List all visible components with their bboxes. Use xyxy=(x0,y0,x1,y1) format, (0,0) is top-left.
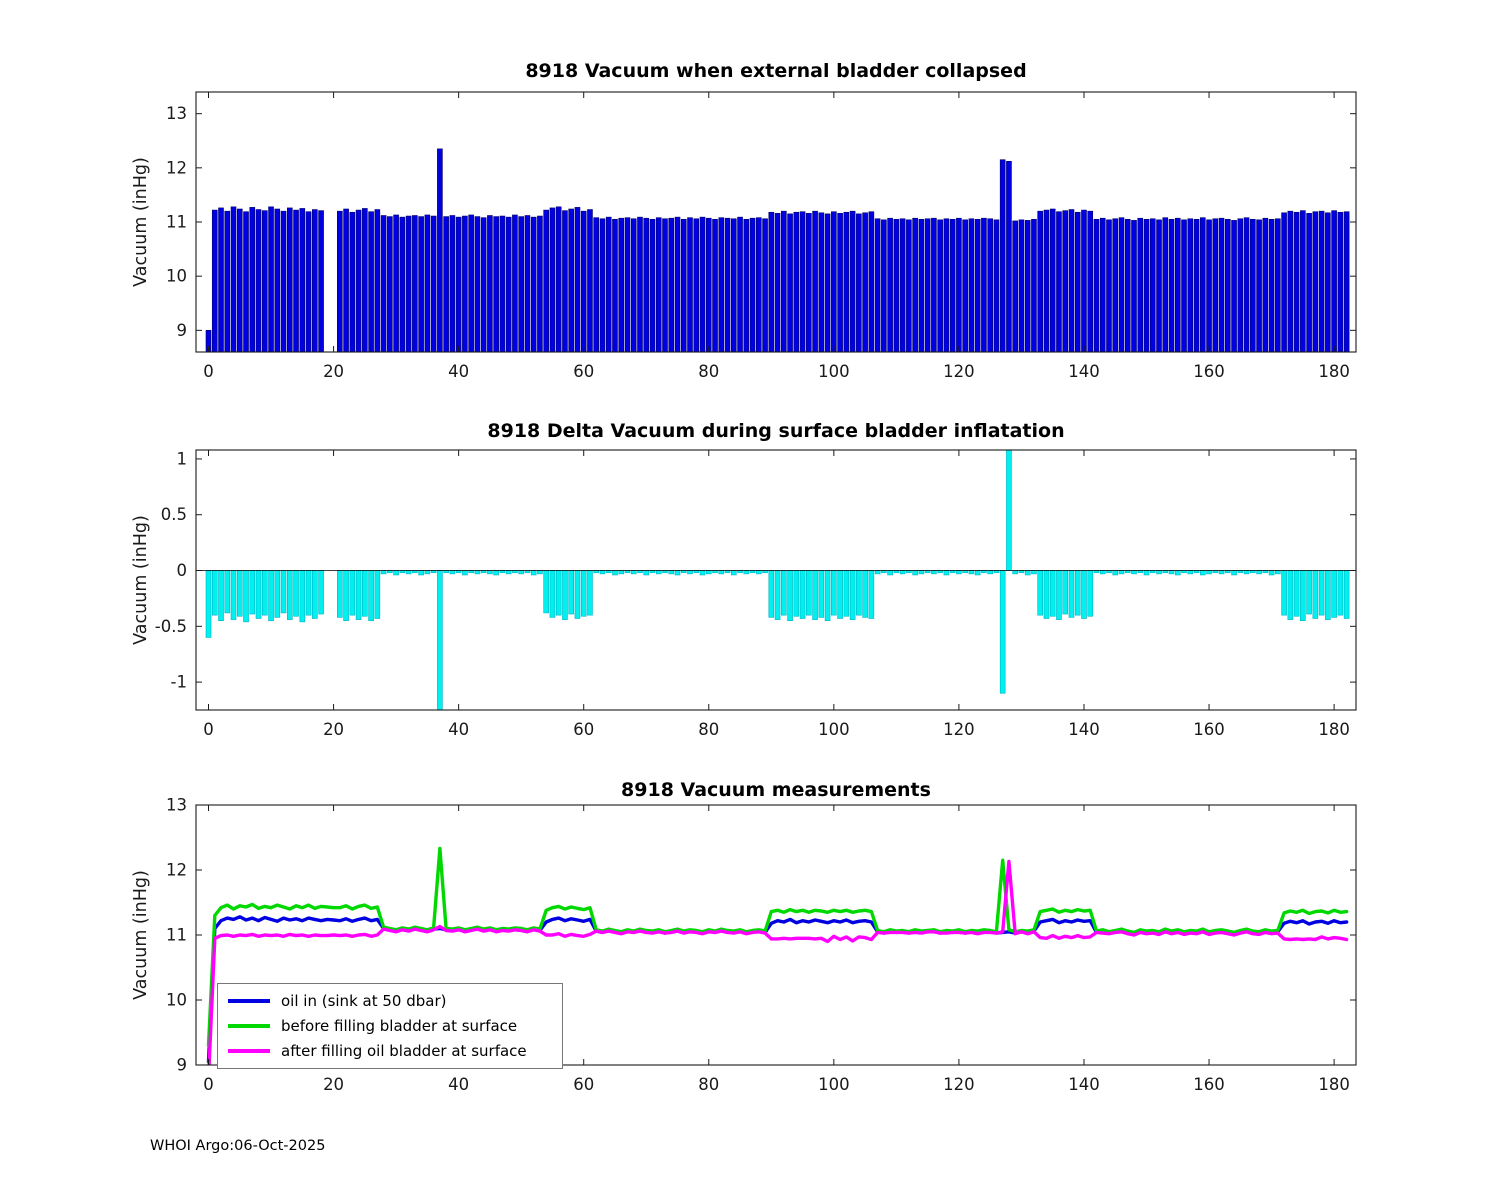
y-axis-label-collapsed: Vacuum (inHg) xyxy=(131,157,151,287)
svg-text:160: 160 xyxy=(1193,362,1225,381)
bars-0 xyxy=(205,148,1350,352)
svg-text:60: 60 xyxy=(573,720,594,739)
axes-box-1 xyxy=(195,449,1357,711)
svg-text:1: 1 xyxy=(177,449,188,468)
legend-label-oil-in: oil in (sink at 50 dbar) xyxy=(281,992,447,1010)
svg-text:120: 120 xyxy=(943,1075,975,1094)
ticks-2: 0 20 40 60 80 100 120 140 160 180 9 10 11 12 13 xyxy=(166,796,1356,1094)
svg-text:20: 20 xyxy=(323,1075,344,1094)
svg-text:80: 80 xyxy=(698,720,719,739)
ticks-1: 0 20 40 60 80 100 120 140 160 180 -1 -0.5 0 0.5 1 xyxy=(155,449,1356,739)
chart-2: 0 20 40 60 80 100 120 140 160 180 9 10 11 12 13 xyxy=(166,796,1357,1094)
svg-text:20: 20 xyxy=(323,720,344,739)
series-before-filling-bladder-at-surface xyxy=(206,846,1349,1048)
plot-area-1 xyxy=(196,450,1356,710)
svg-text:100: 100 xyxy=(818,1075,850,1094)
legend-entry-after-filling: after filling oil bladder at surface xyxy=(228,1041,552,1061)
svg-text:180: 180 xyxy=(1318,362,1350,381)
plot-area-0 xyxy=(205,148,1350,352)
svg-text:11: 11 xyxy=(166,213,187,232)
legend-label-before-filling: before filling bladder at surface xyxy=(281,1017,518,1035)
svg-text:80: 80 xyxy=(698,1075,719,1094)
svg-text:80: 80 xyxy=(698,362,719,381)
legend: oil in (sink at 50 dbar) before filling … xyxy=(217,983,563,1069)
svg-text:0: 0 xyxy=(203,720,214,739)
svg-text:140: 140 xyxy=(1068,1075,1100,1094)
chart-title-delta: 8918 Delta Vacuum during surface bladder… xyxy=(487,420,1065,442)
svg-text:12: 12 xyxy=(166,861,187,880)
svg-text:160: 160 xyxy=(1193,720,1225,739)
legend-line-swatch-green xyxy=(228,1024,270,1028)
legend-entry-oil-in: oil in (sink at 50 dbar) xyxy=(228,991,552,1011)
bars-1 xyxy=(205,450,1350,710)
chart-title-collapsed: 8918 Vacuum when external bladder collap… xyxy=(525,60,1027,82)
svg-text:120: 120 xyxy=(943,362,975,381)
svg-text:40: 40 xyxy=(448,362,469,381)
legend-entry-before-filling: before filling bladder at surface xyxy=(228,1016,552,1036)
series-after-filling-oil-bladder-at-surface xyxy=(207,859,1349,1065)
svg-text:100: 100 xyxy=(818,720,850,739)
svg-text:60: 60 xyxy=(573,362,594,381)
svg-text:40: 40 xyxy=(448,720,469,739)
svg-text:20: 20 xyxy=(323,362,344,381)
svg-text:11: 11 xyxy=(166,926,187,945)
plot-area-2 xyxy=(206,846,1349,1065)
svg-text:140: 140 xyxy=(1068,362,1100,381)
svg-text:10: 10 xyxy=(166,991,187,1010)
svg-text:10: 10 xyxy=(166,267,187,286)
svg-text:180: 180 xyxy=(1318,720,1350,739)
svg-text:120: 120 xyxy=(943,720,975,739)
chart-0: 0 20 40 60 80 100 120 140 160 180 9 10 11 12 13 xyxy=(166,91,1357,381)
svg-text:0.5: 0.5 xyxy=(161,505,187,524)
ticks-0: 0 20 40 60 80 100 120 140 160 180 9 10 11 12 13 xyxy=(166,92,1356,381)
svg-text:-0.5: -0.5 xyxy=(155,617,187,636)
svg-text:40: 40 xyxy=(448,1075,469,1094)
svg-text:60: 60 xyxy=(573,1075,594,1094)
chart-title-measurements: 8918 Vacuum measurements xyxy=(621,779,931,801)
svg-text:0: 0 xyxy=(203,362,214,381)
svg-text:12: 12 xyxy=(166,158,187,177)
y-axis-label-measurements: Vacuum (inHg) xyxy=(131,870,151,1000)
svg-text:9: 9 xyxy=(177,1056,188,1075)
footer-text: WHOI Argo:06-Oct-2025 xyxy=(150,1138,326,1154)
svg-text:160: 160 xyxy=(1193,1075,1225,1094)
legend-line-swatch-magenta xyxy=(228,1049,270,1053)
chart-1: 0 20 40 60 80 100 120 140 160 180 -1 -0.5 0 0.5 1 xyxy=(155,449,1357,739)
svg-text:13: 13 xyxy=(166,796,187,815)
svg-text:-1: -1 xyxy=(171,673,187,692)
svg-text:0: 0 xyxy=(177,561,188,580)
svg-text:13: 13 xyxy=(166,104,187,123)
svg-text:9: 9 xyxy=(177,321,188,340)
svg-text:0: 0 xyxy=(203,1075,214,1094)
svg-text:180: 180 xyxy=(1318,1075,1350,1094)
legend-line-swatch-blue xyxy=(228,999,270,1003)
y-axis-label-delta: Vacuum (inHg) xyxy=(131,515,151,645)
legend-label-after-filling: after filling oil bladder at surface xyxy=(281,1042,527,1060)
svg-text:140: 140 xyxy=(1068,720,1100,739)
svg-text:100: 100 xyxy=(818,362,850,381)
